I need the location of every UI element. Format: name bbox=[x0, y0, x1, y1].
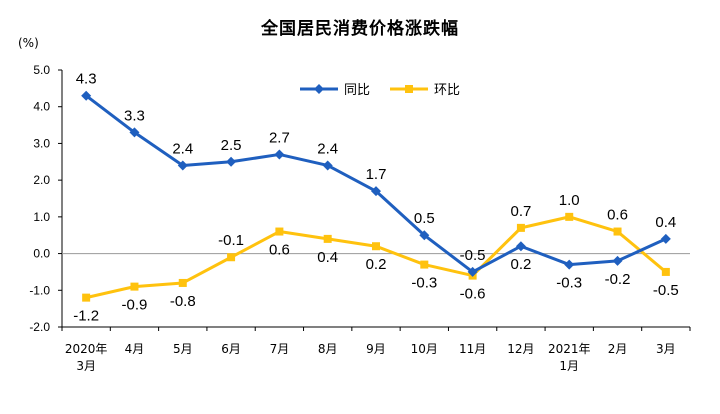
legend-label-yoy: 同比 bbox=[344, 83, 370, 98]
y-tick-label: -2.0 bbox=[29, 320, 50, 334]
data-label-mom: -0.6 bbox=[460, 286, 486, 303]
data-label-mom: 0.2 bbox=[366, 256, 387, 273]
data-label-mom: 0.7 bbox=[510, 203, 531, 220]
data-point-mom bbox=[516, 223, 525, 232]
data-point-mom bbox=[613, 227, 622, 236]
data-label-mom: -0.9 bbox=[122, 297, 148, 314]
x-tick-label: 4月 bbox=[125, 342, 145, 356]
legend-label-mom: 环比 bbox=[434, 83, 460, 98]
data-point-yoy bbox=[226, 156, 237, 167]
y-tick-label: -1.0 bbox=[29, 283, 50, 297]
data-point-yoy bbox=[467, 266, 478, 277]
x-tick-label: 8月 bbox=[318, 342, 338, 356]
y-tick-label: 4.0 bbox=[33, 100, 50, 114]
data-label-yoy: 4.3 bbox=[76, 71, 97, 88]
x-tick-label: 3月 bbox=[76, 359, 96, 373]
data-label-mom: 0.6 bbox=[269, 242, 290, 259]
data-label-mom: -0.1 bbox=[218, 232, 244, 249]
data-label-mom: 0.4 bbox=[317, 249, 338, 266]
data-label-yoy: 2.4 bbox=[172, 140, 193, 157]
data-point-mom bbox=[323, 234, 332, 243]
data-label-yoy: 0.5 bbox=[414, 210, 435, 227]
y-tick-label: 0.0 bbox=[33, 247, 50, 261]
data-point-yoy bbox=[515, 241, 526, 252]
data-point-yoy bbox=[612, 255, 623, 266]
data-point-mom bbox=[227, 253, 236, 262]
x-tick-label: 3月 bbox=[656, 342, 676, 356]
data-label-yoy: 2.7 bbox=[269, 129, 290, 146]
x-tick-label: 2020年 bbox=[65, 342, 108, 356]
data-point-yoy bbox=[177, 160, 188, 171]
data-label-yoy: 2.5 bbox=[221, 137, 242, 154]
series-markers bbox=[81, 90, 671, 302]
data-point-yoy bbox=[322, 160, 333, 171]
data-point-yoy bbox=[660, 233, 671, 244]
data-point-mom bbox=[420, 260, 429, 269]
data-point-mom bbox=[275, 227, 284, 236]
data-point-mom bbox=[565, 212, 574, 221]
x-tick-label: 2021年 bbox=[548, 342, 591, 356]
x-tick-label: 6月 bbox=[221, 342, 241, 356]
data-label-mom: 0.6 bbox=[607, 207, 628, 224]
legend-marker-mom bbox=[405, 85, 413, 93]
y-tick-label: 2.0 bbox=[33, 173, 50, 187]
data-point-mom bbox=[130, 282, 139, 291]
y-tick-label: 3.0 bbox=[33, 136, 50, 150]
data-point-mom bbox=[661, 267, 670, 276]
data-label-yoy: 2.4 bbox=[317, 140, 338, 157]
data-point-yoy bbox=[129, 127, 140, 138]
data-point-mom bbox=[178, 278, 187, 287]
data-label-yoy: 1.7 bbox=[366, 166, 387, 183]
data-label-mom: -0.3 bbox=[411, 275, 437, 292]
data-label-yoy: -0.3 bbox=[556, 275, 582, 292]
y-axis-unit: (%) bbox=[18, 36, 39, 50]
data-label-mom: -0.5 bbox=[653, 282, 679, 299]
x-tick-label: 9月 bbox=[366, 342, 386, 356]
data-point-mom bbox=[82, 293, 91, 302]
data-point-yoy bbox=[564, 259, 575, 270]
data-label-yoy: 3.3 bbox=[124, 107, 145, 124]
x-tick-label: 12月 bbox=[507, 342, 534, 356]
data-point-yoy bbox=[371, 186, 381, 197]
legend-marker-yoy bbox=[314, 84, 324, 94]
x-tick-label: 1月 bbox=[559, 359, 579, 373]
data-label-yoy: 0.2 bbox=[510, 256, 531, 273]
data-label-mom: -0.8 bbox=[170, 293, 196, 310]
y-tick-label: 5.0 bbox=[33, 63, 50, 77]
x-tick-label: 2月 bbox=[608, 342, 628, 356]
data-point-yoy bbox=[419, 230, 430, 241]
data-labels: 4.3 3.3 2.4 2.5 2.7 2.4 1.7 0.5 -0.5 0.2 -0.3 -0.2 0… bbox=[73, 71, 679, 325]
data-label-yoy: 0.4 bbox=[655, 214, 676, 231]
x-tick-label: 11月 bbox=[459, 342, 486, 356]
chart-title: 全国居民消费价格涨跌幅 bbox=[261, 19, 459, 39]
axes: 5.0 4.0 3.0 2.0 1.0 0.0 -1.0 -2.0 2020年 3月 4月 5月 6月 7… bbox=[29, 63, 691, 373]
legend: 同比 环比 bbox=[300, 83, 460, 98]
data-point-yoy bbox=[274, 149, 285, 160]
x-tick-label: 5月 bbox=[173, 342, 193, 356]
x-tick-label: 7月 bbox=[270, 342, 290, 356]
y-tick-label: 1.0 bbox=[33, 210, 50, 224]
data-label-mom: 1.0 bbox=[559, 192, 580, 209]
data-label-yoy: -0.2 bbox=[605, 271, 631, 288]
data-label-yoy: -0.5 bbox=[460, 247, 486, 264]
x-tick-label: 10月 bbox=[411, 342, 438, 356]
data-point-yoy bbox=[81, 90, 92, 101]
data-label-mom: -1.2 bbox=[73, 308, 99, 325]
data-point-mom bbox=[372, 242, 380, 251]
